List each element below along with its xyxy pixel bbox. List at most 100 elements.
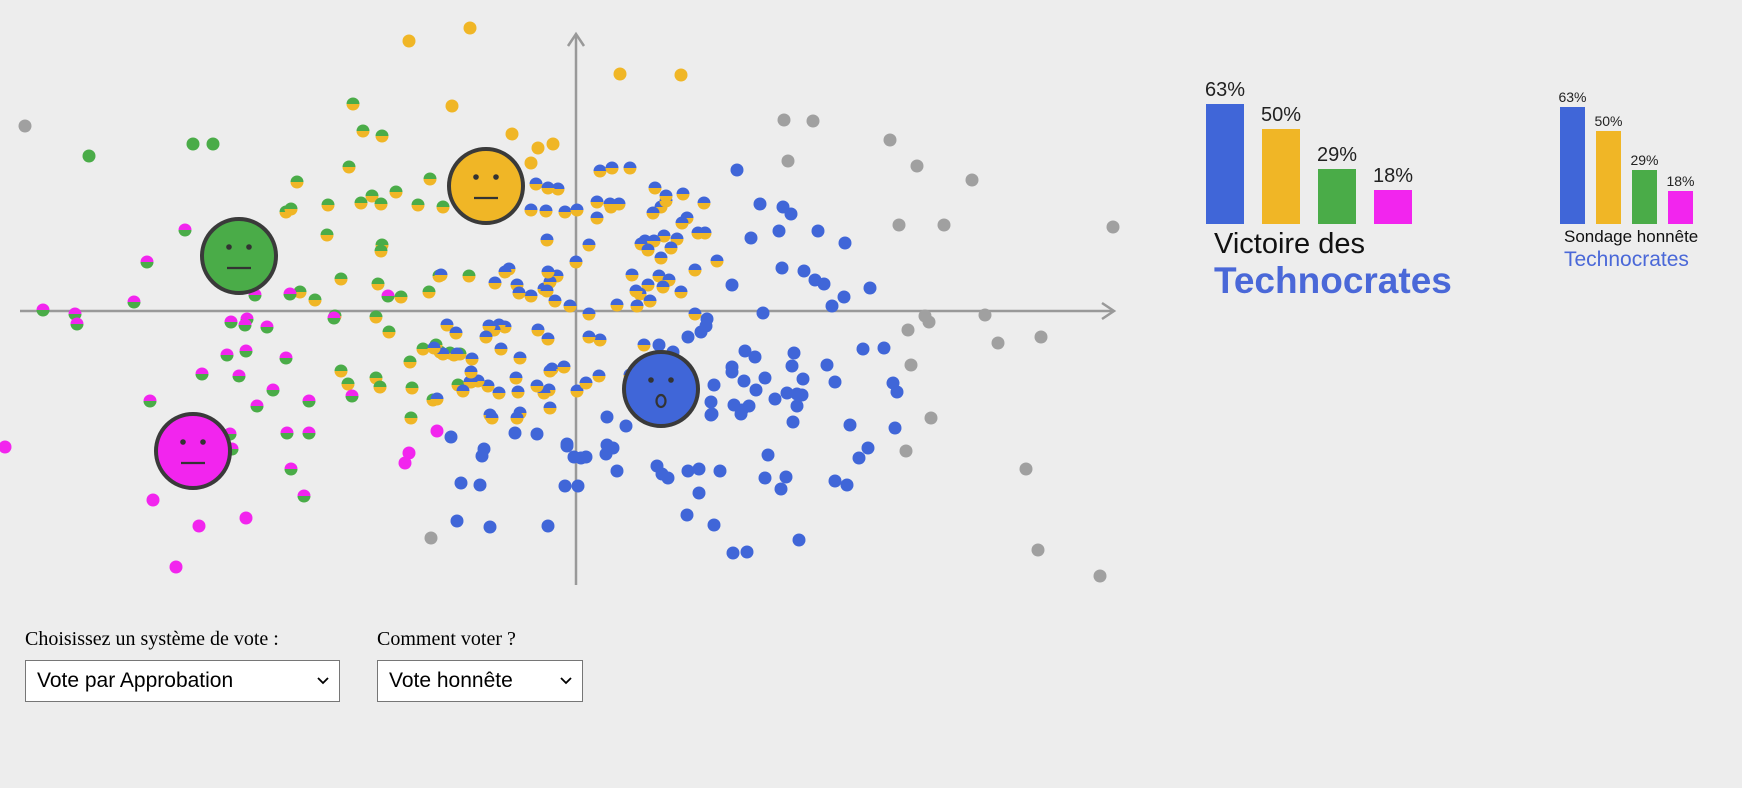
voter bbox=[403, 355, 417, 369]
voter bbox=[600, 410, 614, 424]
voter bbox=[674, 285, 688, 299]
voter bbox=[1093, 569, 1107, 583]
voter bbox=[356, 124, 370, 138]
poll-winner: Technocrates bbox=[1564, 248, 1689, 271]
voter bbox=[978, 308, 992, 322]
voter bbox=[284, 462, 298, 476]
voter bbox=[863, 281, 877, 295]
voter bbox=[730, 163, 744, 177]
voter bbox=[643, 294, 657, 308]
bar-label-blue: 63% bbox=[1204, 79, 1246, 101]
voter bbox=[569, 255, 583, 269]
voter bbox=[797, 264, 811, 278]
voter bbox=[744, 231, 758, 245]
voter bbox=[238, 318, 252, 332]
voter bbox=[1031, 543, 1045, 557]
voting-system-select[interactable]: Vote par Approbation bbox=[25, 660, 340, 702]
voting-strategy-select[interactable]: Vote honnête bbox=[377, 660, 583, 702]
voter bbox=[283, 287, 297, 301]
voter bbox=[513, 351, 527, 365]
voter bbox=[434, 268, 448, 282]
voter bbox=[837, 290, 851, 304]
voter bbox=[785, 359, 799, 373]
voter bbox=[239, 344, 253, 358]
voter bbox=[737, 374, 751, 388]
voter bbox=[740, 545, 754, 559]
voter bbox=[540, 284, 554, 298]
voter bbox=[422, 285, 436, 299]
voter bbox=[375, 129, 389, 143]
voter bbox=[582, 238, 596, 252]
voter bbox=[758, 471, 772, 485]
voter bbox=[796, 372, 810, 386]
voter bbox=[531, 323, 545, 337]
voter bbox=[284, 202, 298, 216]
voter bbox=[828, 474, 842, 488]
voter bbox=[508, 426, 522, 440]
voter bbox=[861, 441, 875, 455]
voter bbox=[674, 68, 688, 82]
voter bbox=[436, 200, 450, 214]
voter bbox=[302, 394, 316, 408]
voter bbox=[297, 489, 311, 503]
voter bbox=[374, 197, 388, 211]
voter bbox=[186, 137, 200, 151]
voter bbox=[192, 519, 206, 533]
voter bbox=[899, 444, 913, 458]
voter bbox=[445, 99, 459, 113]
candidate-pink[interactable] bbox=[154, 412, 232, 490]
voter bbox=[820, 358, 834, 372]
chevron-down-icon bbox=[560, 677, 572, 685]
voter bbox=[772, 224, 786, 238]
voter bbox=[424, 531, 438, 545]
voter bbox=[524, 289, 538, 303]
voter bbox=[781, 154, 795, 168]
candidate-blue[interactable] bbox=[622, 350, 700, 428]
voter bbox=[592, 369, 606, 383]
voter bbox=[463, 21, 477, 35]
voter bbox=[524, 156, 538, 170]
voter bbox=[777, 113, 791, 127]
voter bbox=[681, 330, 695, 344]
voter bbox=[664, 241, 678, 255]
voter bbox=[705, 407, 719, 421]
voter bbox=[483, 520, 497, 534]
chevron-down-icon bbox=[317, 677, 329, 685]
voter bbox=[692, 462, 706, 476]
voter bbox=[735, 403, 749, 417]
voter bbox=[462, 269, 476, 283]
voter bbox=[302, 426, 316, 440]
voter bbox=[18, 119, 32, 133]
voter bbox=[700, 312, 714, 326]
voter bbox=[560, 437, 574, 451]
voter bbox=[692, 486, 706, 500]
voter bbox=[541, 265, 555, 279]
bar-pink bbox=[1668, 190, 1693, 224]
voters bbox=[0, 21, 1120, 583]
voter bbox=[290, 175, 304, 189]
voter bbox=[369, 310, 383, 324]
voter bbox=[680, 508, 694, 522]
voter bbox=[475, 449, 489, 463]
voter bbox=[623, 161, 637, 175]
voter bbox=[756, 306, 770, 320]
voter bbox=[1106, 220, 1120, 234]
voter bbox=[779, 470, 793, 484]
voter bbox=[373, 380, 387, 394]
candidate-yellow[interactable] bbox=[447, 147, 525, 225]
bar-label-yellow: 50% bbox=[1594, 113, 1623, 130]
candidate-green[interactable] bbox=[200, 217, 278, 295]
voter bbox=[140, 255, 154, 269]
voter bbox=[530, 427, 544, 441]
voter bbox=[220, 348, 234, 362]
results-winner: Technocrates bbox=[1214, 260, 1452, 301]
voter bbox=[260, 320, 274, 334]
voter bbox=[787, 346, 801, 360]
voter-simulation[interactable] bbox=[0, 0, 1130, 600]
voter bbox=[817, 277, 831, 291]
voter bbox=[681, 464, 695, 478]
voter bbox=[904, 358, 918, 372]
voter bbox=[250, 399, 264, 413]
voter bbox=[539, 204, 553, 218]
voter bbox=[404, 411, 418, 425]
